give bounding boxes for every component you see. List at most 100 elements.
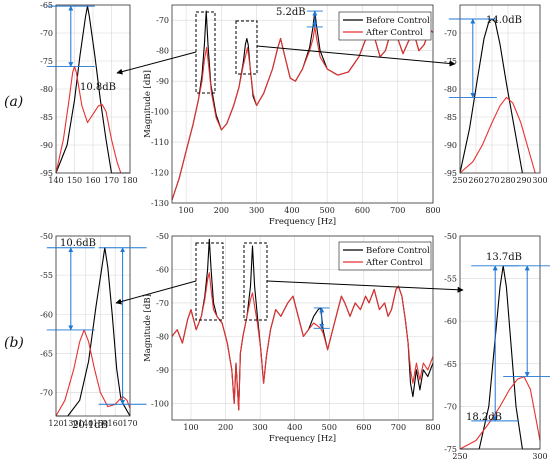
x-tick-label: 500: [320, 206, 335, 215]
y-tick-label: -70: [444, 29, 457, 38]
x-tick-label: 180: [122, 176, 137, 185]
x-tick-label: 290: [516, 176, 531, 185]
y-tick-label: -95: [444, 169, 457, 178]
x-tick-label: 200: [218, 423, 233, 432]
y-tick-label: -65: [40, 349, 53, 358]
y-tick-label: -80: [156, 47, 169, 56]
x-tick-label: 170: [122, 419, 137, 428]
axes-frame-a-right: [459, 4, 541, 174]
y-tick-label: -50: [156, 232, 169, 241]
zoom-arrow-b-left: [115, 280, 197, 305]
x-tick-label: 260: [468, 176, 483, 185]
x-tick-label: 150: [93, 419, 108, 428]
x-tick-label: 170: [104, 176, 119, 185]
axes-frame-b-left: [55, 235, 131, 417]
y-tick-label: -70: [156, 299, 169, 308]
y-tick-label: -90: [40, 141, 53, 150]
x-tick-label: 140: [78, 419, 93, 428]
x-tick-label: 200: [214, 206, 229, 215]
y-tick-label: -60: [156, 265, 169, 274]
x-tick-label: 250: [452, 452, 467, 461]
y-tick-label: -70: [156, 16, 169, 25]
x-tick-label: 300: [532, 452, 547, 461]
y-tick-label: -120: [151, 169, 169, 178]
x-tick-label: 600: [356, 423, 371, 432]
legend-b-frame: [338, 241, 432, 271]
x-tick-label: 500: [322, 423, 337, 432]
y-tick-label: -75: [40, 57, 53, 66]
y-tick-label: -80: [156, 332, 169, 341]
row-label-a: (a): [4, 94, 23, 110]
axes-frame-b-main: [171, 235, 434, 421]
legend-a-label-after: After Control: [365, 28, 423, 38]
y-tick-label: -75: [444, 57, 457, 66]
x-tick-label: 140: [48, 176, 63, 185]
y-tick-label: -55: [444, 275, 457, 284]
x-tick-label: 120: [48, 419, 63, 428]
legend-b: Before Control After Control: [338, 241, 432, 271]
legend-a: Before Control After Control: [338, 11, 432, 41]
x-tick-label: 700: [390, 206, 405, 215]
panel-b-main: 100 200 300 400 500 600 700 800 -100 -90 -80 -70 -60…: [143, 232, 490, 444]
y-tick-label: -90: [156, 366, 169, 375]
y-tick-label: -65: [40, 1, 53, 10]
annotation-label: 20.1dB: [72, 420, 108, 431]
y-tick-label: -130: [151, 199, 169, 208]
y-tick-label: -70: [40, 389, 53, 398]
y-tick-label: -80: [444, 85, 457, 94]
y-tick-label: -70: [444, 402, 457, 411]
axes-frame-a-main: [171, 4, 434, 204]
x-tick-label: 400: [287, 423, 302, 432]
panel-b-right: 250 300 -75 -70 -65 -60 -55 -50 13.7dB 18.2dB: [444, 232, 550, 461]
x-tick-label: 100: [178, 206, 193, 215]
annotation-label: 14.0dB: [486, 15, 522, 26]
annotation-label: 18.2dB: [466, 412, 502, 423]
y-tick-label: -85: [40, 113, 53, 122]
annotation-label: 10.6dB: [60, 238, 96, 249]
series-line-after-a-left: [55, 66, 122, 174]
y-tick-label: -50: [40, 232, 53, 241]
y-tick-label: -60: [444, 317, 457, 326]
zoom-arrow-b-right: [266, 280, 464, 293]
x-tick-label: 400: [284, 206, 299, 215]
y-tick-label: -90: [444, 141, 457, 150]
panel-a-left: 140 150 160 170 180 -95 -90 -85 -80 -75 -70 -65 10.8…: [40, 1, 138, 185]
highlight-box-a-280hz: [235, 20, 258, 75]
zoom-arrow-a-right: [256, 45, 456, 67]
x-axis-label: Frequency [Hz]: [269, 217, 336, 227]
y-tick-label: -110: [151, 138, 169, 147]
row-label-b: (b): [4, 335, 24, 351]
panel-a-right: 250 260 270 280 290 300 -95 -90 -85 -80 -75 -70 14.0…: [444, 4, 548, 185]
annotation-label: 10.8dB: [80, 82, 116, 93]
x-tick-label: 800: [425, 206, 440, 215]
y-tick-label: -50: [444, 232, 457, 241]
axes-frame-b-right: [459, 235, 541, 450]
x-tick-label: 600: [355, 206, 370, 215]
x-tick-label: 700: [391, 423, 406, 432]
panel-b-left: 120 130 140 150 160 170 -70 -65 -60 -55 -50 10.6dB 2…: [40, 232, 147, 431]
series-line-before-b-left: [56, 247, 131, 417]
x-tick-label: 800: [425, 423, 440, 432]
annotation-label: 5.2dB: [276, 7, 306, 18]
series-line-before-a-left: [55, 5, 130, 174]
annotation-label: 13.7dB: [486, 252, 522, 263]
x-tick-label: 300: [532, 176, 547, 185]
series-line-after-b-right: [459, 376, 541, 450]
y-tick-label: -100: [151, 108, 169, 117]
y-tick-label: -100: [151, 399, 169, 408]
y-tick-label: -90: [156, 77, 169, 86]
y-tick-label: -70: [40, 29, 53, 38]
panels-layer: 100 200 300 400 500 600 700 800 -130 -120 -110 -100…: [40, 1, 550, 461]
x-tick-label: 160: [85, 176, 100, 185]
x-tick-label: 300: [249, 206, 264, 215]
x-tick-label: 280: [500, 176, 515, 185]
x-tick-label: 150: [67, 176, 82, 185]
highlight-box-b-150hz: [195, 242, 224, 321]
x-axis-label: Frequency [Hz]: [269, 434, 336, 444]
x-tick-label: 160: [108, 419, 123, 428]
y-tick-label: -75: [444, 445, 457, 454]
legend-b-label-after: After Control: [365, 258, 423, 268]
series-line-after-a-right: [459, 96, 536, 174]
legend-a-label-before: Before Control: [366, 16, 430, 26]
